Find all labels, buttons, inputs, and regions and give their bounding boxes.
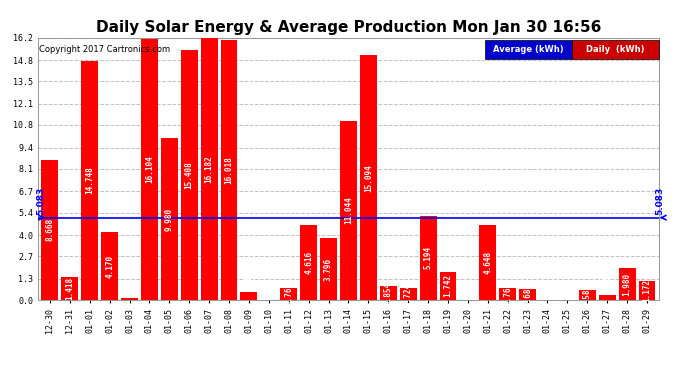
Bar	[638, 281, 655, 300]
Bar	[300, 225, 317, 300]
Text: 4.648: 4.648	[483, 251, 492, 274]
Text: 1.742: 1.742	[444, 274, 453, 297]
Bar	[619, 268, 635, 300]
Text: 5.194: 5.194	[424, 246, 433, 270]
Bar	[161, 138, 178, 300]
Bar	[599, 295, 615, 300]
Text: 15.094: 15.094	[364, 164, 373, 192]
Text: 14.748: 14.748	[85, 166, 95, 194]
Text: 11.044: 11.044	[344, 196, 353, 224]
Text: 5.083: 5.083	[656, 187, 664, 215]
Bar	[340, 121, 357, 300]
Bar	[241, 292, 257, 300]
Bar	[519, 289, 536, 300]
Text: 1.980: 1.980	[622, 272, 631, 296]
FancyBboxPatch shape	[485, 40, 572, 58]
Bar	[579, 291, 595, 300]
Bar	[440, 272, 456, 300]
Bar	[221, 40, 237, 300]
Bar	[380, 286, 397, 300]
FancyBboxPatch shape	[572, 40, 659, 58]
Bar	[181, 50, 197, 300]
Bar	[400, 288, 417, 300]
Text: 0.854: 0.854	[384, 282, 393, 304]
Text: 16.104: 16.104	[145, 156, 154, 183]
Text: 16.182: 16.182	[205, 155, 214, 183]
Text: 0.688: 0.688	[523, 283, 532, 306]
Text: 1.418: 1.418	[66, 277, 75, 300]
Text: 0.296: 0.296	[602, 270, 612, 293]
Text: Average (kWh): Average (kWh)	[493, 45, 564, 54]
Text: 9.980: 9.980	[165, 208, 174, 231]
Text: 0.484: 0.484	[244, 267, 253, 290]
Title: Daily Solar Energy & Average Production Mon Jan 30 16:56: Daily Solar Energy & Average Production …	[96, 20, 601, 35]
Text: 3.796: 3.796	[324, 258, 333, 281]
Bar	[500, 288, 516, 300]
Text: 16.018: 16.018	[224, 156, 233, 184]
Text: 1.172: 1.172	[642, 279, 651, 302]
Text: Copyright 2017 Cartronics.com: Copyright 2017 Cartronics.com	[39, 45, 170, 54]
Bar	[201, 38, 217, 300]
Text: 15.408: 15.408	[185, 161, 194, 189]
Text: 0.588: 0.588	[583, 284, 592, 307]
Bar	[81, 61, 98, 300]
Bar	[480, 225, 496, 300]
Bar	[420, 216, 437, 300]
Bar	[320, 238, 337, 300]
Text: 0.760: 0.760	[503, 282, 512, 305]
Bar	[280, 288, 297, 300]
Text: 0.116: 0.116	[125, 273, 134, 296]
Bar	[61, 277, 78, 300]
Bar	[360, 56, 377, 300]
Text: 4.170: 4.170	[105, 255, 114, 278]
Text: 5.083: 5.083	[37, 187, 46, 215]
Text: 4.616: 4.616	[304, 251, 313, 274]
Text: 0.768: 0.768	[284, 282, 293, 305]
Bar	[121, 298, 138, 300]
Bar	[41, 159, 59, 300]
Bar	[141, 39, 158, 300]
Bar	[101, 232, 118, 300]
Text: 8.668: 8.668	[46, 218, 55, 242]
Text: Daily  (kWh): Daily (kWh)	[586, 45, 644, 54]
Text: 0.724: 0.724	[404, 283, 413, 306]
